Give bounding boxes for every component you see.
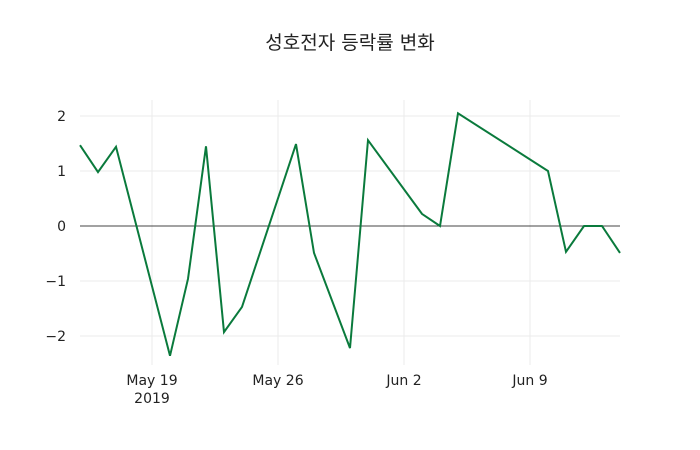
- y-tick-label: −2: [45, 329, 66, 345]
- chart-title: 성호전자 등락률 변화: [265, 32, 435, 54]
- y-tick-label: −1: [45, 274, 66, 290]
- y-axis-ticks: 2 1 0 −1 −2: [45, 109, 66, 345]
- y-tick-label: 1: [57, 164, 66, 180]
- x-tick-label: Jun 9: [511, 373, 547, 389]
- gridlines: [80, 100, 620, 365]
- series-line: [79, 111, 621, 357]
- x-axis-ticks: May 19 2019 May 26 Jun 2 Jun 9: [126, 373, 547, 407]
- y-tick-label: 2: [57, 109, 66, 125]
- x-tick-label: May 19: [126, 373, 177, 389]
- y-tick-label: 0: [57, 219, 66, 235]
- x-tick-label: May 26: [252, 373, 303, 389]
- x-tick-year-label: 2019: [134, 391, 170, 407]
- x-tick-label: Jun 2: [385, 373, 421, 389]
